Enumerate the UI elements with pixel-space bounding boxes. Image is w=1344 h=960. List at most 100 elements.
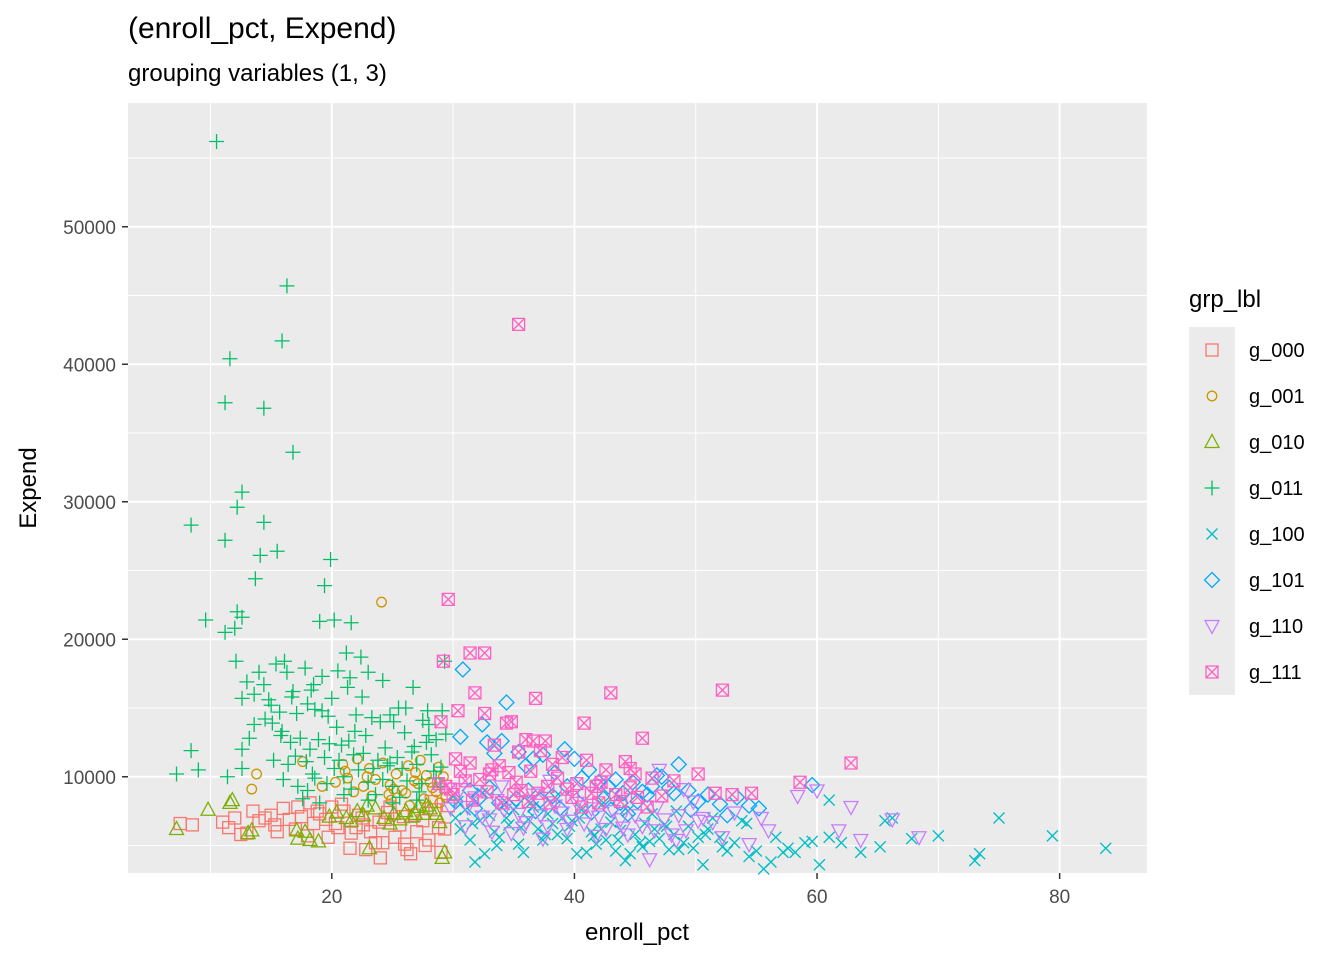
data-point <box>798 836 811 849</box>
data-point <box>474 810 491 826</box>
data-point <box>251 768 263 780</box>
data-point <box>388 783 400 795</box>
data-point <box>1099 842 1112 855</box>
data-point <box>274 333 290 349</box>
data-point <box>350 762 366 778</box>
data-point <box>346 747 362 763</box>
data-point <box>725 787 739 802</box>
data-point <box>326 612 342 628</box>
data-point <box>219 769 235 785</box>
data-point <box>228 653 244 669</box>
data-point <box>252 547 268 563</box>
data-point <box>402 760 414 772</box>
data-point <box>372 714 388 730</box>
data-point <box>590 810 607 826</box>
data-point <box>646 807 659 820</box>
data-point <box>699 828 712 841</box>
data-point <box>301 831 319 847</box>
data-point <box>605 804 622 820</box>
data-point <box>270 825 284 839</box>
data-point <box>1046 829 1059 842</box>
data-point <box>670 755 688 773</box>
data-point <box>436 654 451 668</box>
data-point <box>830 824 847 840</box>
data-point <box>279 278 295 294</box>
data-point <box>534 746 552 764</box>
data-point <box>183 517 199 533</box>
data-point <box>199 800 217 816</box>
data-point <box>750 845 763 857</box>
data-point <box>302 741 318 757</box>
data-point <box>716 840 729 853</box>
data-point <box>480 785 494 799</box>
data-point <box>319 776 335 792</box>
data-point <box>823 831 836 844</box>
data-point <box>185 818 199 832</box>
data-point <box>246 783 258 795</box>
data-point <box>458 774 472 788</box>
data-point <box>418 734 434 750</box>
data-point <box>478 847 491 860</box>
legend-label: g_100 <box>1249 524 1305 546</box>
data-point <box>441 592 455 607</box>
data-point <box>660 820 673 833</box>
data-point <box>239 674 255 690</box>
data-point <box>483 825 501 841</box>
data-point <box>691 767 705 781</box>
data-point <box>715 683 730 697</box>
data-point <box>464 834 477 846</box>
data-point <box>510 807 527 823</box>
data-point <box>283 734 299 750</box>
data-point <box>423 747 439 763</box>
data-point <box>409 792 425 808</box>
legend-label: g_101 <box>1249 570 1305 592</box>
data-point <box>570 847 583 860</box>
legend-label: g_000 <box>1249 340 1305 362</box>
data-point <box>343 615 359 631</box>
data-point <box>510 743 528 761</box>
y-tick-label: 10000 <box>63 768 116 789</box>
data-point <box>320 708 336 724</box>
data-point <box>355 806 372 822</box>
x-tick-label: 80 <box>1049 887 1070 908</box>
data-point <box>614 821 632 837</box>
data-point <box>354 689 370 705</box>
data-point <box>699 786 717 804</box>
data-point <box>426 763 442 779</box>
data-point <box>559 822 576 838</box>
data-point <box>344 826 358 840</box>
data-point <box>454 661 472 678</box>
data-point <box>910 831 928 847</box>
data-point <box>264 715 280 731</box>
legend: grp_lbl g_000 g_001 g_010 g_011 g_100 g_101 g_… <box>1189 286 1305 695</box>
data-point <box>645 771 659 785</box>
y-tick-label: 40000 <box>63 355 116 376</box>
data-point <box>246 686 262 702</box>
data-point <box>284 689 300 705</box>
data-point <box>229 499 245 515</box>
data-point <box>527 802 545 820</box>
data-point <box>528 691 543 706</box>
data-point <box>556 740 574 758</box>
data-point <box>326 761 342 776</box>
data-point <box>334 737 350 753</box>
data-point <box>687 842 700 855</box>
data-point <box>364 710 380 726</box>
data-point <box>932 829 945 842</box>
data-point <box>478 706 492 721</box>
data-point <box>290 778 306 794</box>
data-point <box>331 820 345 835</box>
data-point <box>321 807 338 823</box>
data-point <box>373 851 387 865</box>
data-point <box>663 828 680 844</box>
data-point <box>704 815 721 831</box>
data-point <box>274 723 290 739</box>
data-point <box>272 704 288 720</box>
plot-panel <box>128 103 1147 873</box>
data-point <box>844 756 858 770</box>
data-point <box>803 776 821 794</box>
data-point <box>217 532 233 548</box>
data-point <box>409 798 427 814</box>
grid-lines <box>128 103 1147 873</box>
data-point <box>512 838 525 851</box>
